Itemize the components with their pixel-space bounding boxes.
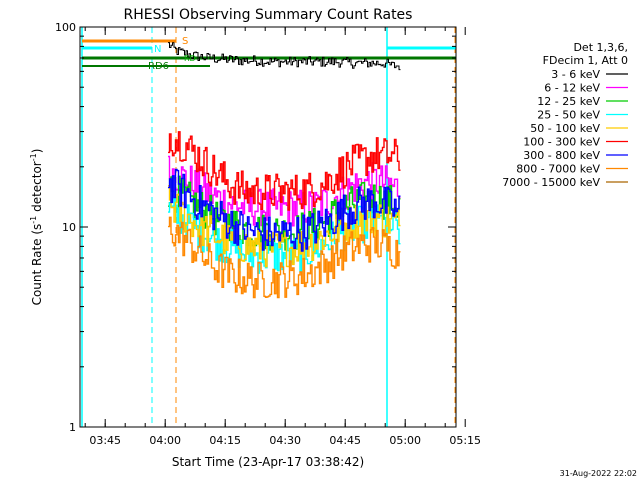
y-tick-label: 1 [69, 421, 76, 434]
series-line-7 [168, 216, 401, 299]
x-tick-label: 05:00 [389, 434, 421, 447]
y-axis-label-sup2: -1 [29, 153, 38, 161]
legend-label: 50 - 100 keV [530, 122, 600, 135]
annotation-rd6: RD6 [148, 61, 169, 72]
x-tick-label: 05:15 [449, 434, 481, 447]
series-line-2 [168, 175, 401, 251]
x-tick-label: 04:30 [269, 434, 301, 447]
series-line-0 [168, 42, 401, 71]
x-axis-label: Start Time (23-Apr-17 03:38:42) [172, 455, 364, 469]
y-tick-label: 100 [55, 21, 76, 34]
legend-label: 800 - 7000 keV [516, 163, 600, 176]
legend-label: 100 - 300 keV [523, 136, 600, 149]
legend-header-1: Det 1,3,6, [573, 41, 628, 54]
axis-ticks: 1 10 100 03:45 04:00 04:15 04:30 04:45 05:00 05:1… [55, 21, 481, 447]
series-line-5 [168, 131, 401, 211]
annotation-rd: RD [184, 54, 196, 63]
legend-header-2: FDecim 1, Att 0 [543, 54, 628, 67]
y-tick-label: 10 [62, 221, 76, 234]
y-axis-label-mid: detector [30, 161, 44, 216]
series-line-6 [168, 168, 401, 252]
legend-label: 7000 - 15000 keV [502, 176, 600, 189]
x-tick-label: 04:15 [209, 434, 241, 447]
x-tick-label: 04:00 [149, 434, 181, 447]
legend-label: 300 - 800 keV [523, 149, 600, 162]
x-tick-label: 04:45 [329, 434, 361, 447]
chart-title: RHESSI Observing Summary Count Rates [124, 7, 413, 23]
y-axis-label-end: ) [30, 149, 44, 154]
footer-date: 31-Aug-2022 22:02 [560, 469, 637, 478]
y-axis-label-sup1: -1 [29, 216, 38, 224]
y-axis-label: Count Rate (s-1 detector-1) [29, 149, 44, 306]
legend-label: 3 - 6 keV [551, 68, 600, 81]
x-tick-label: 03:45 [89, 434, 121, 447]
series-line-4 [168, 185, 401, 268]
legend-label: 12 - 25 keV [537, 95, 600, 108]
annotation-n: N [154, 44, 161, 55]
y-axis-label-main: Count Rate (s [30, 224, 44, 306]
annotation-s: S [182, 36, 188, 47]
series-lines [168, 42, 401, 299]
legend-label: 6 - 12 keV [544, 82, 600, 95]
legend-label: 25 - 50 keV [537, 109, 600, 122]
